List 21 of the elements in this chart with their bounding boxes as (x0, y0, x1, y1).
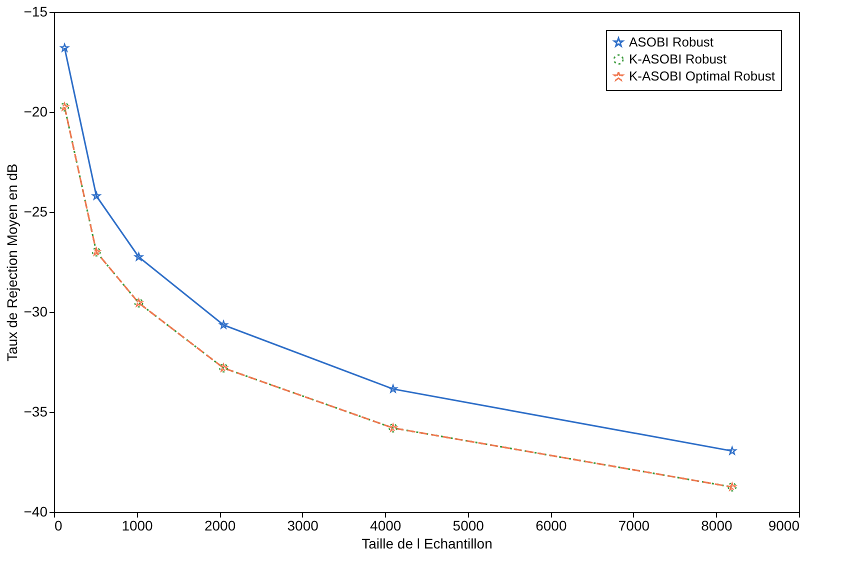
x-tick-label: 2000 (204, 518, 236, 534)
x-tick-label: 7000 (618, 518, 650, 534)
y-tick-label: −40 (24, 504, 48, 520)
y-tick-label: −20 (24, 104, 48, 120)
y-tick-label: −25 (24, 204, 48, 220)
legend-label: K-ASOBI Optimal Robust (629, 68, 776, 84)
legend-label: ASOBI Robust (629, 34, 714, 50)
y-tick-label: −35 (24, 404, 48, 420)
x-tick-label: 3000 (287, 518, 319, 534)
x-tick-label: 5000 (452, 518, 484, 534)
legend-label: K-ASOBI Robust (629, 52, 727, 66)
y-axis-title: Taux de Rejection Moyen en dB (4, 164, 20, 362)
x-tick-label: 6000 (536, 518, 567, 534)
y-tick-label: −15 (24, 4, 48, 20)
x-tick-label: 4000 (370, 518, 402, 534)
x-axis-title: Taille de l Echantillon (362, 536, 492, 552)
x-tick-label: 9000 (768, 518, 800, 534)
y-tick-label: −30 (24, 304, 48, 320)
x-tick-label: 8000 (701, 518, 733, 534)
x-tick-label: 1000 (122, 518, 154, 534)
x-tick-label: 0 (54, 518, 62, 534)
